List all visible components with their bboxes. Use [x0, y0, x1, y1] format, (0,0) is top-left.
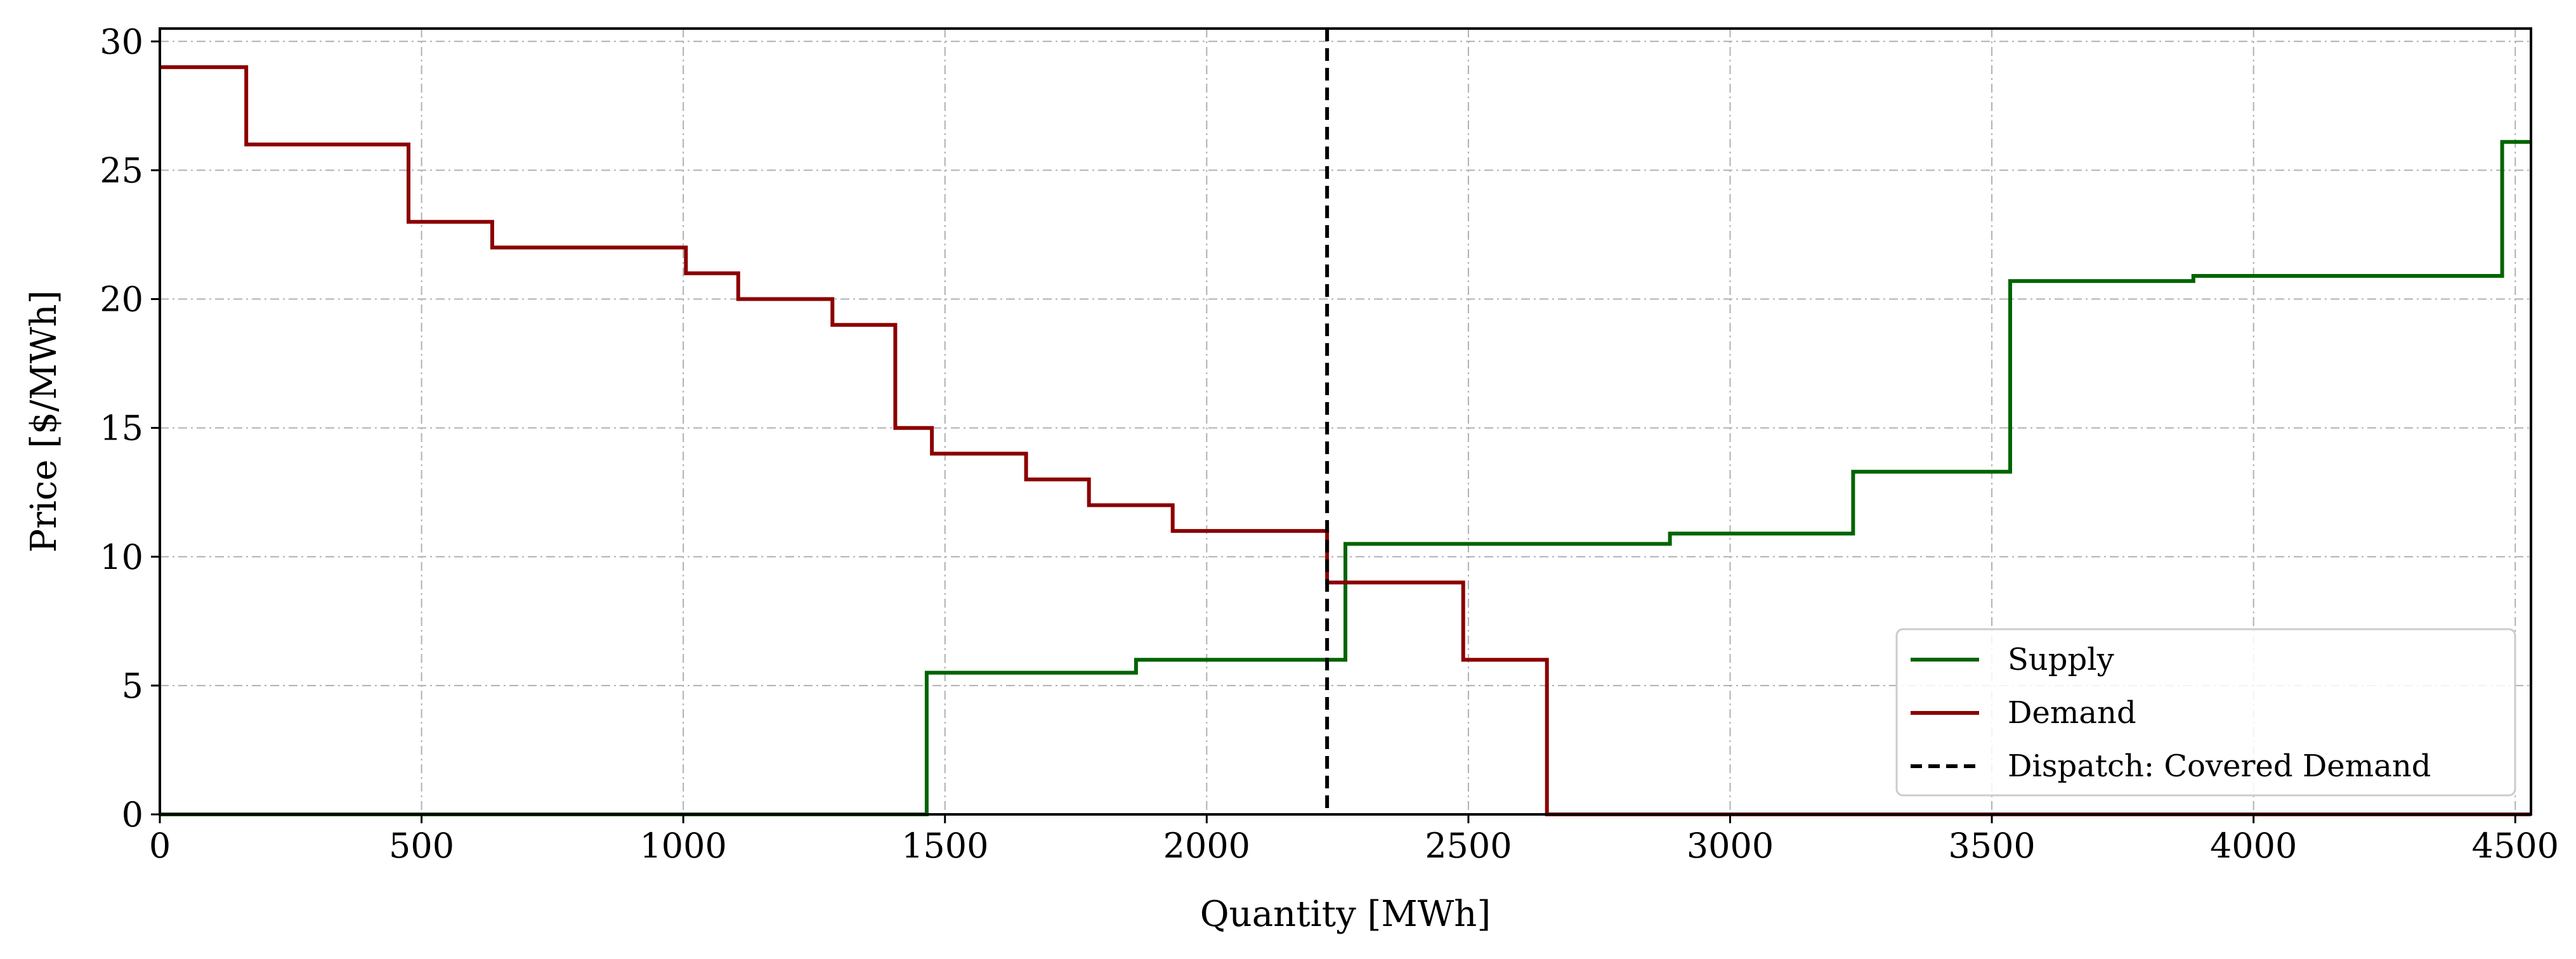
- y-tick-label: 30: [100, 22, 143, 62]
- x-tick-label: 0: [149, 826, 171, 866]
- y-tick-label: 5: [122, 666, 143, 706]
- legend: Supply Demand Dispatch: Covered Demand: [1895, 628, 2516, 797]
- y-tick-label: 10: [100, 537, 143, 577]
- y-axis-label: Price [$/MWh]: [23, 290, 65, 553]
- series-layer: [160, 65, 2531, 816]
- legend-entry-supply: Supply: [2008, 642, 2114, 677]
- legend-entry-dispatch: Dispatch: Covered Demand: [2008, 748, 2431, 784]
- x-tick-label: 1000: [639, 826, 726, 866]
- ticks: 0 500 1000 1500 2000 2500 3000 3500 4000 4500 0 5 10…: [100, 22, 2559, 866]
- series-demand-line: [160, 65, 2531, 816]
- x-tick-label: 4500: [2472, 826, 2559, 866]
- y-tick-label: 20: [100, 280, 143, 320]
- plot-frame: [159, 27, 2532, 816]
- x-tick-label: 4000: [2210, 826, 2297, 866]
- legend-box: [1895, 628, 2516, 797]
- grid: [159, 29, 2531, 815]
- x-tick-label: 2000: [1163, 826, 1250, 866]
- y-tick-label: 0: [122, 795, 143, 835]
- x-tick-label: 3000: [1687, 826, 1774, 866]
- x-axis-label: Quantity [MWh]: [1200, 894, 1491, 935]
- y-tick-label: 15: [100, 408, 143, 448]
- legend-entry-demand: Demand: [2008, 695, 2136, 731]
- series-supply-line: [160, 140, 2531, 816]
- x-tick-label: 2500: [1425, 826, 1512, 866]
- x-tick-label: 500: [389, 826, 454, 866]
- y-tick-label: 25: [100, 150, 143, 190]
- x-tick-label: 3500: [1948, 826, 2035, 866]
- x-tick-label: 1500: [901, 826, 988, 866]
